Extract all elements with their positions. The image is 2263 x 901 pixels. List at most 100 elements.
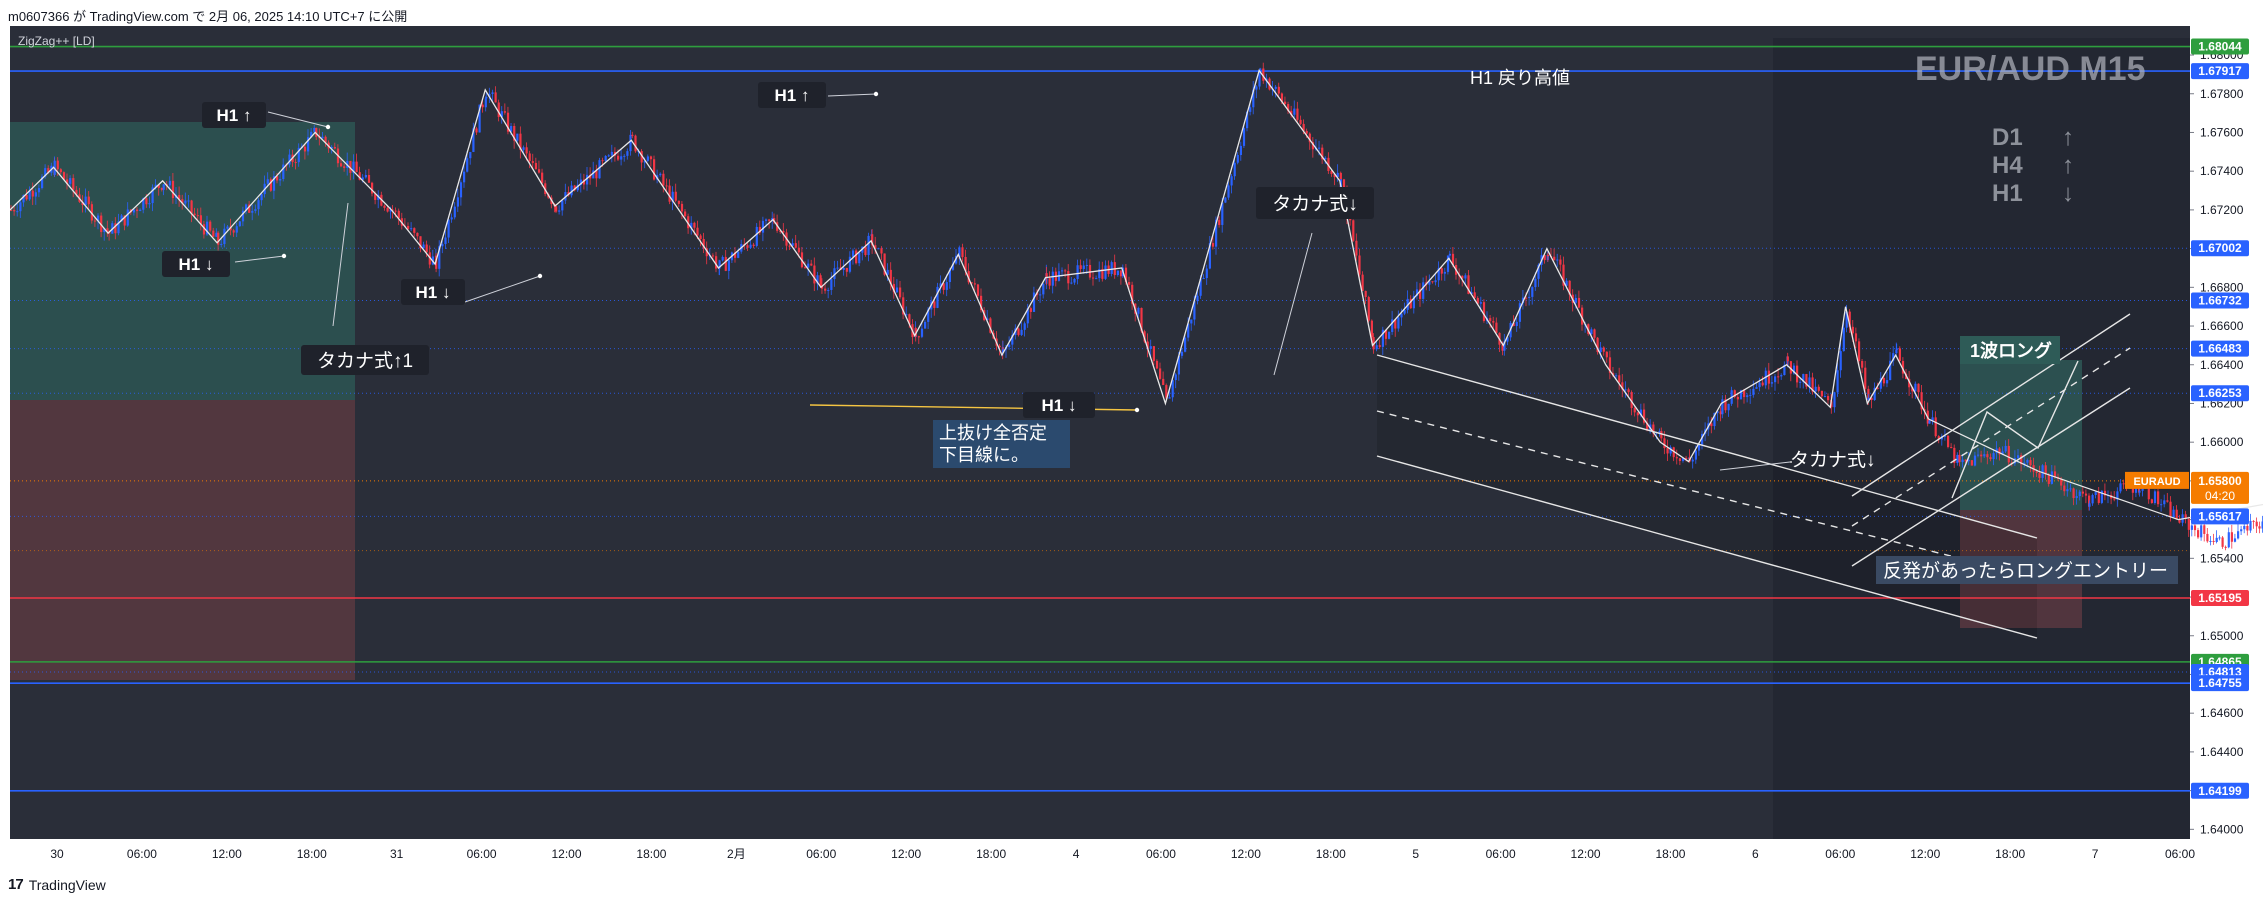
candle-body: [1079, 265, 1082, 269]
annotation-h1-down-left[interactable]: H1 ↓: [162, 251, 230, 277]
candle-body: [1110, 262, 1113, 274]
candle-body: [1716, 411, 1719, 413]
candle-body: [601, 160, 604, 162]
candle-body: [456, 197, 459, 207]
candle-body: [1719, 411, 1722, 415]
candle-body: [1076, 265, 1079, 279]
candle-body: [355, 161, 358, 173]
candle-body: [1299, 119, 1302, 124]
annotation-long-entry[interactable]: 反発があったらロングエントリー: [1876, 556, 2178, 584]
candle-body: [1593, 329, 1596, 338]
price-tag-label: 1.66253: [2198, 386, 2242, 400]
price-tag-4: [2191, 340, 2249, 357]
candle-body: [1070, 282, 1073, 284]
candle-body: [2255, 521, 2258, 527]
candle-body: [1983, 454, 1986, 457]
annotation-takana-up1[interactable]: タカナ式↑1: [301, 345, 429, 375]
x-tick-label: 2月: [727, 847, 746, 861]
candle-body: [1615, 375, 1618, 377]
candle-body: [1681, 457, 1685, 461]
annotation-h1-up-peak[interactable]: H1 ↑: [758, 82, 826, 108]
candle-body: [340, 163, 343, 167]
y-tick-label: 1.65400: [2200, 551, 2244, 565]
candle-body: [1131, 284, 1134, 304]
candle-body: [1895, 348, 1898, 350]
candle-body: [541, 172, 544, 184]
time-axis[interactable]: 30 06:00 12:00 18:00 31 06:00 12:00 18:00 2月 06:0…: [50, 847, 2195, 861]
annotation-h1-down-mid[interactable]: H1 ↓: [401, 279, 465, 305]
candle-body: [2215, 537, 2218, 542]
x-tick-label: 31: [390, 847, 404, 861]
candle-body: [2160, 504, 2163, 506]
candle-body: [2029, 460, 2032, 466]
candle-body: [307, 137, 310, 152]
candle-body: [1330, 170, 1333, 174]
candle-body: [297, 147, 300, 163]
candle-body: [964, 256, 967, 272]
price-tag-3: [2191, 292, 2249, 309]
candle-body: [410, 228, 413, 230]
price-chart[interactable]: H1 ↑ H1 ↓ H1 ↓ タカナ式↑1 H1 ↑ H1 戻り高値 タカナ式↓…: [10, 26, 2263, 866]
chart-panel[interactable]: H1 ↑ H1 ↓ H1 ↓ タカナ式↑1 H1 ↑ H1 戻り高値 タカナ式↓…: [10, 26, 2263, 866]
candle-body: [1701, 433, 1704, 445]
annotation-h1-up-left[interactable]: H1 ↑: [202, 102, 266, 128]
price-axis-background: [2190, 26, 2263, 866]
candle-body: [1384, 329, 1388, 339]
candle-body: [1506, 337, 1509, 342]
annotation-dots: [281, 91, 1140, 413]
candle-body: [855, 250, 858, 264]
candle-body: [924, 321, 927, 329]
candle-body: [1305, 130, 1308, 134]
candle-body: [1321, 147, 1324, 160]
candle-body: [579, 179, 582, 185]
candle-body: [573, 185, 576, 191]
candle-body: [190, 200, 193, 214]
candle-body: [1290, 110, 1293, 115]
annotation-h1-down-right[interactable]: H1 ↓: [1023, 392, 1095, 418]
candle-body: [1743, 390, 1746, 398]
candle-body: [478, 104, 481, 133]
candle-body: [503, 111, 507, 113]
candle-body: [349, 160, 352, 173]
price-tag-11: [2191, 782, 2249, 799]
candle-body: [589, 174, 592, 179]
x-tick-label: 18:00: [976, 847, 1006, 861]
indicator-legend[interactable]: ZigZag++ [LD]: [18, 34, 95, 48]
candle-body: [1590, 329, 1593, 335]
candle-body: [752, 244, 755, 246]
candle-body: [1259, 68, 1262, 74]
time-axis-background: [10, 839, 2190, 866]
candle-body: [1749, 394, 1752, 396]
annotation-takana-down-top[interactable]: タカナ式↓: [1256, 187, 1374, 219]
candle-body: [1095, 278, 1098, 280]
candle-body: [1599, 347, 1602, 353]
candle-body: [315, 127, 318, 137]
candle-body: [2203, 525, 2206, 534]
x-tick-label: 06:00: [1146, 847, 1176, 861]
candle-body: [534, 162, 538, 170]
candle-body: [500, 111, 503, 117]
candle-body: [459, 182, 463, 198]
annotation-breakout-negation[interactable]: 上抜け全否定 下目線に。: [933, 420, 1070, 468]
x-tick-label: 30: [50, 847, 64, 861]
candle-body: [1029, 308, 1032, 312]
candle-body: [66, 179, 69, 184]
candle-body: [671, 191, 674, 202]
candle-body: [202, 224, 206, 235]
candle-body: [2200, 525, 2203, 538]
candle-body: [1970, 460, 1973, 466]
candle-body: [1892, 353, 1895, 361]
candle-body: [1736, 396, 1739, 400]
candle-body: [90, 204, 93, 221]
candle-body: [510, 125, 513, 132]
candle-body: [1233, 162, 1236, 177]
price-tag-7: [2191, 590, 2249, 607]
candle-body: [2166, 500, 2169, 502]
candle-body: [1799, 381, 1802, 383]
candle-body: [361, 177, 364, 180]
candle-body: [1152, 346, 1155, 361]
annotation-wave1-long[interactable]: 1波ロング: [1960, 336, 2060, 364]
tradingview-logo[interactable]: 17 TradingView: [8, 876, 106, 893]
candle-body: [497, 102, 500, 117]
candle-body: [851, 250, 855, 257]
